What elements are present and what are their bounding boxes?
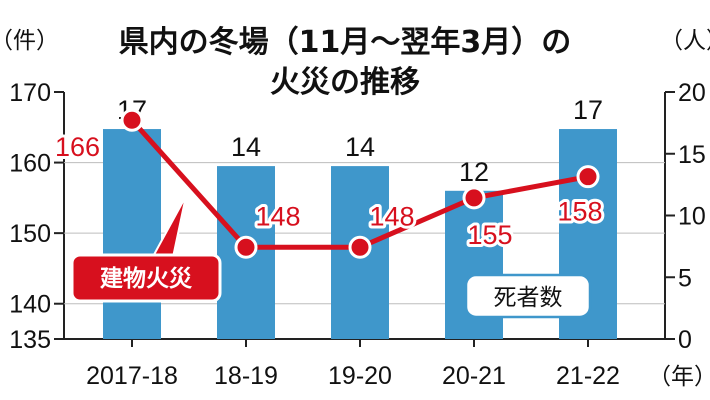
right-tick-label: 5 — [678, 264, 692, 292]
bar — [103, 129, 161, 339]
line-point — [348, 235, 372, 259]
legend-bar: 死者数 — [464, 273, 592, 319]
line-value-label: 155 — [467, 220, 512, 250]
line-value-label: 148 — [369, 201, 414, 231]
right-tick-label: 20 — [678, 79, 706, 107]
x-tick-label: 19-20 — [328, 362, 392, 390]
x-tick-label: 20-21 — [442, 362, 506, 390]
line-point — [120, 108, 144, 132]
chart-title-line-2: 火災の推移 — [270, 65, 420, 100]
axis-ticks: 170 160 150 140 135 20 15 10 5 0 — [9, 79, 706, 354]
line-value-label: 158 — [557, 197, 602, 227]
bar-value-label: 12 — [459, 157, 489, 187]
left-tick-label: 160 — [9, 150, 51, 178]
legend-bar-box — [464, 273, 592, 319]
legend-line-box — [70, 253, 222, 303]
left-tick-label: 135 — [9, 326, 51, 354]
chart-title-line-1: 県内の冬場（11月～翌年3月）の — [119, 25, 572, 60]
x-tick-labels: 2017-18 18-19 19-20 20-21 21-22 — [86, 339, 620, 390]
left-tick-label: 140 — [9, 291, 51, 319]
legend-line-label: 建物火災 — [100, 265, 193, 292]
bar-value-label: 14 — [345, 132, 375, 162]
line-series: 166 148 148 155 158 — [52, 108, 606, 259]
line-value-label: 148 — [255, 201, 300, 231]
x-axis-unit: （年） — [648, 364, 710, 390]
right-tick-label: 0 — [678, 326, 692, 354]
x-tick-label: 21-22 — [556, 362, 620, 390]
right-tick-label: 10 — [678, 203, 706, 231]
bar-value-label: 17 — [573, 95, 603, 125]
x-tick-label: 2017-18 — [86, 362, 178, 390]
right-tick-label: 15 — [678, 141, 706, 169]
line-point — [462, 186, 486, 210]
legend-bar-label: 死者数 — [494, 285, 563, 311]
legend-line: 建物火災 — [70, 195, 222, 303]
line-point — [234, 235, 258, 259]
right-axis-unit: （人） — [660, 28, 710, 54]
left-tick-label: 150 — [9, 220, 51, 248]
left-axis-unit: （件） — [0, 28, 59, 54]
x-tick-label: 18-19 — [214, 362, 278, 390]
left-tick-label: 170 — [9, 79, 51, 107]
line-value-label: 166 — [55, 132, 100, 162]
bar-value-label: 14 — [231, 132, 261, 162]
line-point — [576, 165, 600, 189]
